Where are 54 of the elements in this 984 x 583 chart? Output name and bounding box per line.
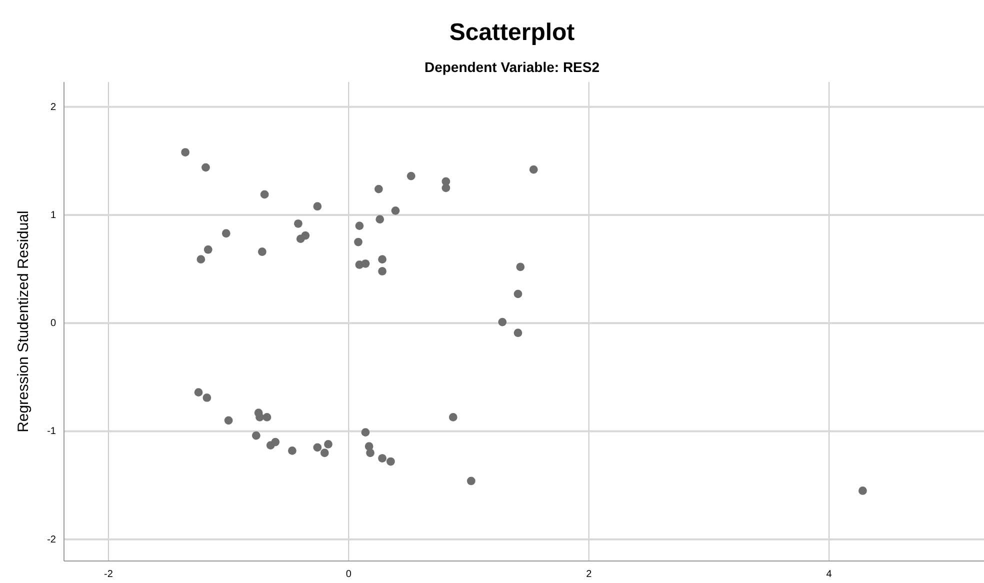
point <box>466 476 476 486</box>
point <box>366 448 374 458</box>
point <box>301 231 310 240</box>
point <box>391 206 400 215</box>
point <box>181 148 190 156</box>
point <box>376 215 384 224</box>
point <box>324 440 332 448</box>
point <box>262 412 272 422</box>
point <box>361 428 370 437</box>
point <box>498 318 507 326</box>
point <box>204 245 212 254</box>
chart-subtitle: Dependent Variable: RES2 <box>424 59 600 75</box>
point <box>406 172 416 180</box>
point <box>361 259 370 268</box>
point <box>294 219 302 228</box>
point <box>313 443 322 452</box>
point <box>313 202 322 211</box>
point <box>288 446 296 455</box>
x-tick-label: 0 <box>346 569 352 580</box>
y-tick-label: -1 <box>47 426 56 438</box>
point <box>320 448 329 458</box>
point <box>516 262 525 272</box>
point <box>374 184 383 194</box>
y-tick-label: 2 <box>50 102 56 113</box>
point <box>194 388 203 397</box>
x-tick-label: 2 <box>586 569 592 580</box>
point <box>196 255 206 264</box>
point <box>858 486 867 495</box>
x-tick-label: -2 <box>104 569 114 580</box>
point <box>354 238 362 246</box>
point <box>386 457 395 466</box>
point <box>514 290 522 298</box>
chart-title: Scatterplot <box>449 19 575 46</box>
point <box>355 222 364 230</box>
point <box>202 394 212 402</box>
point <box>258 248 266 256</box>
y-tick-label: 1 <box>50 210 56 221</box>
point <box>222 229 230 238</box>
point <box>271 438 280 446</box>
point <box>442 184 450 192</box>
point <box>529 165 538 174</box>
point <box>260 190 269 199</box>
point <box>378 454 386 462</box>
y-axis-title: Regression Studentized Residual <box>15 210 32 432</box>
point <box>252 431 260 440</box>
point <box>378 255 386 264</box>
y-tick-label: 0 <box>50 318 56 330</box>
point <box>514 328 522 338</box>
point <box>202 163 210 172</box>
point <box>448 412 458 422</box>
point <box>378 267 386 276</box>
x-tick-label: 4 <box>826 569 832 580</box>
point <box>224 416 233 425</box>
y-tick-label: -2 <box>47 534 56 546</box>
